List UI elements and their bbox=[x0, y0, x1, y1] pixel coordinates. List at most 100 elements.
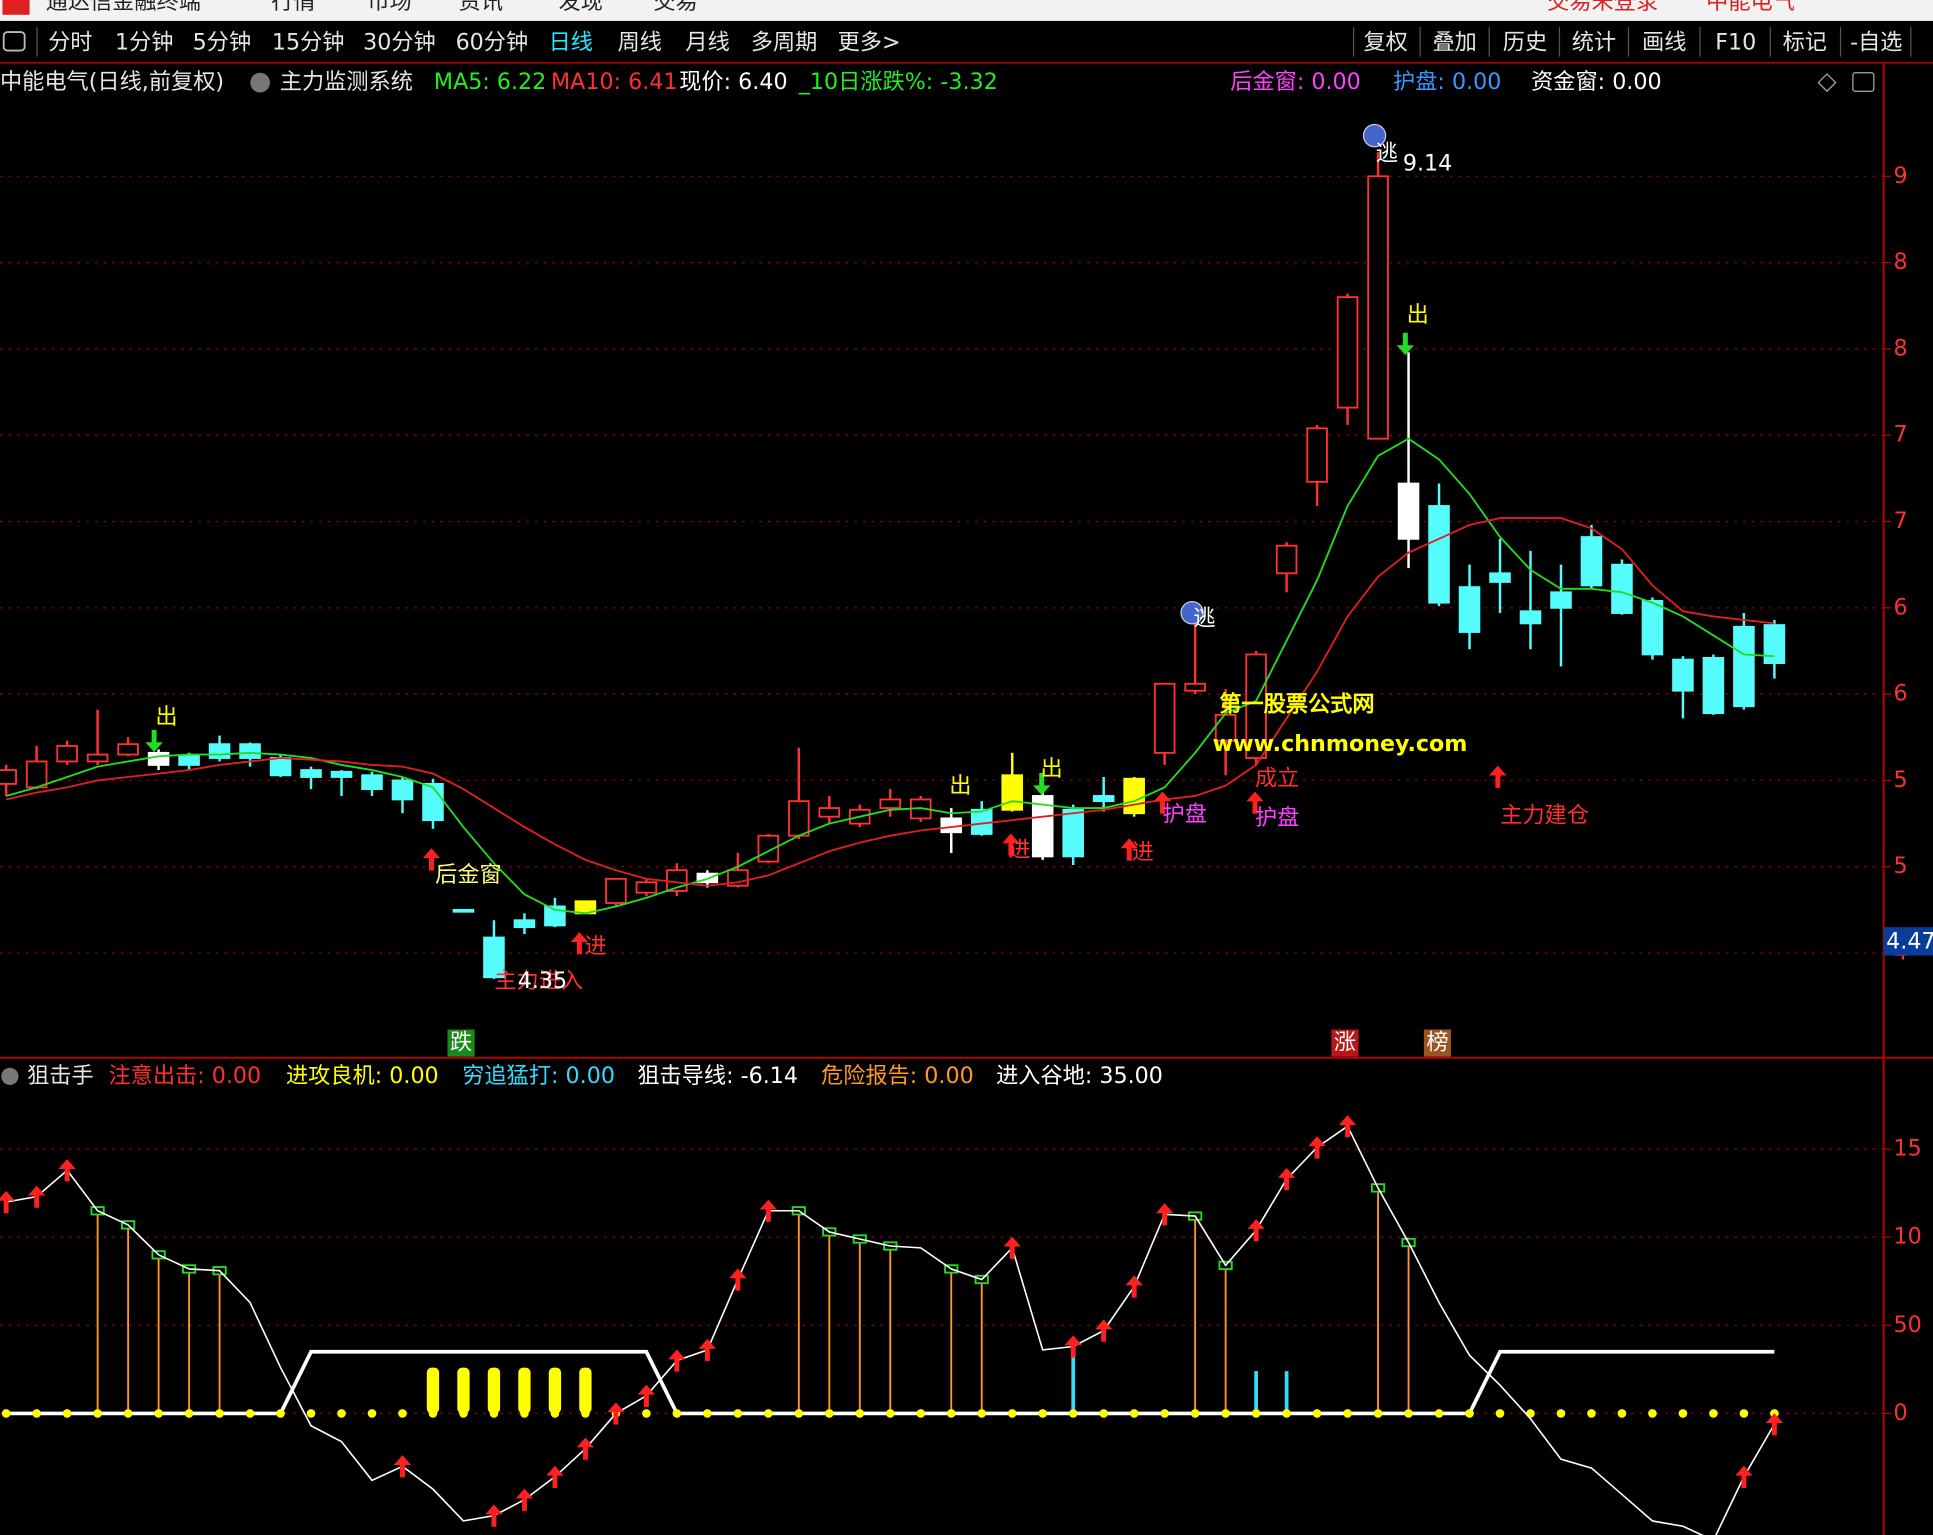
tool-button[interactable]: 画线 bbox=[1642, 30, 1686, 56]
rise-arrow bbox=[607, 1402, 625, 1425]
main-plot bbox=[0, 152, 1884, 979]
zero-dot bbox=[1190, 1409, 1200, 1418]
zero-dot bbox=[1221, 1409, 1230, 1418]
tool-button[interactable]: 复权 bbox=[1363, 30, 1407, 56]
candle-body bbox=[208, 743, 231, 759]
zero-dot bbox=[733, 1409, 743, 1418]
signal-bar bbox=[1071, 1355, 1076, 1414]
zero-dot bbox=[1312, 1409, 1322, 1418]
zero-dot bbox=[642, 1409, 651, 1418]
y-tick-label: 6 bbox=[1894, 594, 1908, 620]
menu-item[interactable]: 交易 bbox=[653, 0, 697, 15]
period-tab[interactable]: 分时 bbox=[48, 30, 92, 56]
period-tab[interactable]: 周线 bbox=[618, 30, 662, 56]
tool-button[interactable]: -自选 bbox=[1850, 30, 1902, 56]
candle-body bbox=[483, 936, 505, 979]
menu-bar bbox=[0, 0, 1933, 21]
annotation: 主力建仓 bbox=[1500, 803, 1589, 829]
indicator-menu-icon[interactable] bbox=[250, 72, 270, 93]
candle-body bbox=[1550, 591, 1572, 609]
signal-bar bbox=[457, 1367, 470, 1414]
toolbar-items: 分时 1分钟 5分钟 15分钟 30分钟 60分钟 日线 周线 月线 多周期 更多> 复权 叠加 历史 统计… bbox=[48, 30, 1902, 56]
period-tab[interactable]: 60分钟 bbox=[456, 30, 529, 56]
zero-dot bbox=[62, 1409, 72, 1418]
zero-dot bbox=[1617, 1409, 1627, 1418]
zero-dot bbox=[1068, 1409, 1078, 1418]
y-tick-label: 8 bbox=[1894, 249, 1908, 275]
zero-dot bbox=[1129, 1409, 1139, 1418]
zero-dot bbox=[1007, 1409, 1017, 1418]
rise-arrow bbox=[1765, 1413, 1784, 1436]
tool-button[interactable]: 叠加 bbox=[1432, 30, 1476, 56]
period-tab[interactable]: 多周期 bbox=[751, 30, 818, 56]
period-tab[interactable]: 更多> bbox=[838, 30, 901, 56]
escape-icon bbox=[1180, 601, 1204, 625]
candle-body bbox=[56, 744, 78, 763]
zero-dot bbox=[276, 1409, 285, 1418]
candle-body bbox=[970, 808, 993, 835]
y-tick-label: 7 bbox=[1894, 508, 1908, 534]
main-axis: 98877665544.47 bbox=[1883, 163, 1933, 966]
toolbar-toggle[interactable] bbox=[2, 31, 26, 52]
zero-dot bbox=[794, 1409, 804, 1418]
annotation: 进 bbox=[1008, 837, 1030, 863]
rise-arrow bbox=[58, 1159, 76, 1182]
chart-title: 中能电气(日线,前复权) bbox=[0, 69, 224, 95]
period-tab[interactable]: 5分钟 bbox=[193, 30, 251, 56]
candle-body bbox=[513, 919, 536, 929]
rise-arrow bbox=[1277, 1167, 1296, 1191]
candle-body bbox=[1031, 795, 1054, 858]
signal-bar bbox=[518, 1367, 531, 1414]
zero-dot bbox=[93, 1409, 102, 1418]
sub-plot bbox=[0, 1115, 1884, 1535]
header: 中能电气(日线,前复权) 主力监测系统 MA5: 6.22 MA10: 6.41 现价:… bbox=[0, 69, 1662, 1089]
candle-body bbox=[1489, 572, 1511, 583]
candle-body bbox=[1275, 544, 1298, 575]
tool-button[interactable]: 标记 bbox=[1783, 30, 1827, 56]
menu-item[interactable]: 发现 bbox=[558, 0, 602, 15]
rise-arrow bbox=[1125, 1275, 1143, 1298]
header-value: 资金窗: 0.00 bbox=[1531, 69, 1661, 95]
exit-arrows bbox=[145, 332, 1414, 796]
tool-button[interactable]: F10 bbox=[1715, 30, 1756, 56]
menu-item[interactable]: 资讯 bbox=[459, 0, 503, 15]
candle-body bbox=[0, 769, 17, 785]
y-tick-label: 8 bbox=[1894, 335, 1908, 361]
period-tab[interactable]: 15分钟 bbox=[272, 30, 345, 56]
menu-item[interactable]: 通达信金融终端 bbox=[46, 0, 201, 15]
panel-icon[interactable] bbox=[1852, 72, 1875, 92]
rise-arrow bbox=[1003, 1236, 1021, 1259]
zero-dot bbox=[672, 1409, 682, 1418]
period-tab[interactable]: 日线 bbox=[549, 30, 593, 56]
period-tab[interactable]: 1分钟 bbox=[115, 30, 173, 56]
tool-button[interactable]: 历史 bbox=[1503, 30, 1547, 56]
candle-body bbox=[300, 769, 322, 778]
zero-dot bbox=[32, 1409, 41, 1418]
zero-dot bbox=[306, 1409, 316, 1418]
zero-dot bbox=[977, 1409, 987, 1418]
candle-body bbox=[25, 760, 48, 789]
candle-body bbox=[1123, 777, 1145, 815]
diamond-icon[interactable] bbox=[1817, 73, 1837, 93]
signal-bar bbox=[426, 1367, 440, 1414]
sub-indicator-menu-icon[interactable] bbox=[1, 1067, 19, 1085]
annotation: 出 bbox=[155, 704, 177, 730]
menu-item[interactable]: 市场 bbox=[367, 0, 411, 15]
period-tab[interactable]: 30分钟 bbox=[363, 30, 436, 56]
y-tick-label: 6 bbox=[1894, 681, 1908, 707]
period-tab[interactable]: 月线 bbox=[685, 30, 729, 56]
menu: 通达信金融终端 行情 市场 资讯 发现 交易 交易未登录 中能电气 bbox=[46, 0, 1795, 15]
candle-body bbox=[1397, 482, 1420, 540]
menu-item[interactable]: 行情 bbox=[271, 0, 315, 15]
candle-body bbox=[1153, 682, 1176, 754]
zero-dot bbox=[1495, 1409, 1505, 1418]
rise-arrow bbox=[515, 1488, 534, 1511]
status-text: 中能电气 bbox=[1706, 0, 1795, 15]
rise-arrow bbox=[1064, 1335, 1082, 1358]
toolbar bbox=[0, 20, 1933, 62]
annotation: 4.35 bbox=[518, 968, 567, 994]
rise-arrow bbox=[637, 1384, 656, 1407]
tool-button[interactable]: 统计 bbox=[1572, 30, 1616, 56]
app-icon bbox=[2, 0, 30, 15]
